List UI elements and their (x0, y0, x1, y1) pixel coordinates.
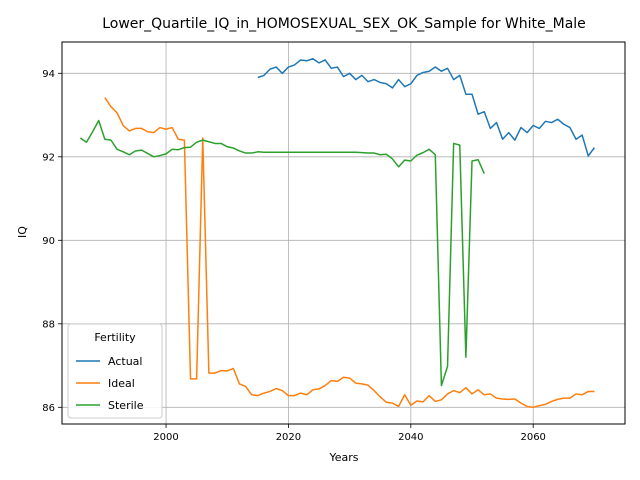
series-line-actual (257, 57, 596, 157)
y-tick-label: 90 (42, 236, 55, 247)
y-axis-label: IQ (16, 226, 29, 238)
legend-label-sterile: Sterile (108, 399, 144, 412)
legend-label-actual: Actual (108, 355, 142, 368)
y-axis: 86 88 90 92 94 (42, 69, 62, 414)
x-tick-label: 2020 (276, 432, 301, 443)
y-tick-label: 86 (42, 403, 55, 414)
y-tick-label: 94 (42, 69, 55, 80)
series-lines (79, 57, 596, 409)
x-tick-label: 2040 (398, 432, 423, 443)
y-tick-label: 88 (42, 319, 55, 330)
x-axis: 2000 2020 2040 2060 (153, 424, 546, 443)
plot-frame (61, 41, 626, 425)
series-line-ideal (104, 97, 595, 409)
legend: Fertility Actual Ideal Sterile (67, 323, 163, 419)
x-tick-label: 2060 (520, 432, 545, 443)
legend-title: Fertility (94, 331, 136, 344)
legend-label-ideal: Ideal (108, 377, 135, 390)
y-tick-label: 92 (42, 152, 55, 163)
series-line-sterile (79, 119, 485, 387)
x-tick-label: 2000 (153, 432, 178, 443)
legend-box (67, 323, 163, 419)
chart-title: Lower_Quartile_IQ_in_HOMOSEXUAL_SEX_OK_S… (102, 16, 586, 32)
x-axis-label: Years (328, 451, 358, 464)
